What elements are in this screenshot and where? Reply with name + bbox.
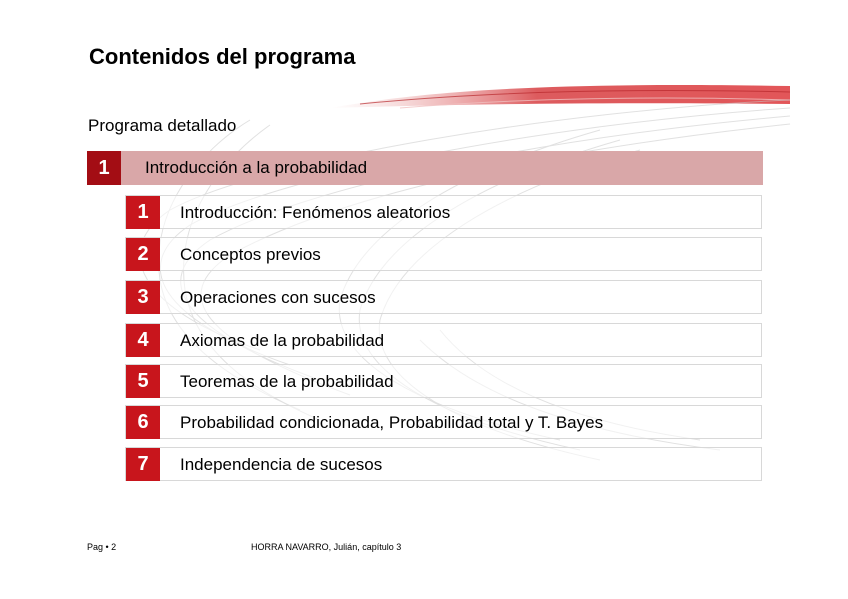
chapter-row: 1 Introducción a la probabilidad [87,151,763,185]
topic-label: Operaciones con sucesos [180,288,376,307]
topic-row-7: 7 Independencia de sucesos [125,447,762,481]
topic-number-badge: 7 [126,448,160,481]
topic-row-2: 2 Conceptos previos [125,237,762,271]
slide-title: Contenidos del programa [89,44,356,69]
footer-author: HORRA NAVARRO, Julián, capítulo 3 [251,542,402,552]
topic-number-badge: 5 [126,365,160,398]
topic-label: Axiomas de la probabilidad [180,331,385,350]
chapter-label: Introducción a la probabilidad [145,158,368,177]
chapter-number-badge: 1 [87,151,121,185]
topic-row-1: 1 Introducción: Fenómenos aleatorios [125,195,762,229]
topic-label: Teoremas de la probabilidad [180,372,394,391]
topic-number-badge: 3 [126,281,160,314]
topic-number-badge: 6 [126,406,160,439]
slide-subtitle: Programa detallado [88,116,237,135]
topic-number-badge: 2 [126,238,160,271]
topic-number-badge: 1 [126,196,160,229]
topic-label: Introducción: Fenómenos aleatorios [180,203,451,222]
topic-row-3: 3 Operaciones con sucesos [125,280,762,314]
topic-row-5: 5 Teoremas de la probabilidad [125,364,762,398]
topic-label: Probabilidad condicionada, Probabilidad … [180,413,604,432]
topic-row-6: 6 Probabilidad condicionada, Probabilida… [125,405,762,439]
footer-page-number: Pag • 2 [87,542,117,552]
topic-label: Conceptos previos [180,245,321,264]
topic-number-badge: 4 [126,324,160,357]
topic-label: Independencia de sucesos [180,455,383,474]
topic-row-4: 4 Axiomas de la probabilidad [125,323,762,357]
